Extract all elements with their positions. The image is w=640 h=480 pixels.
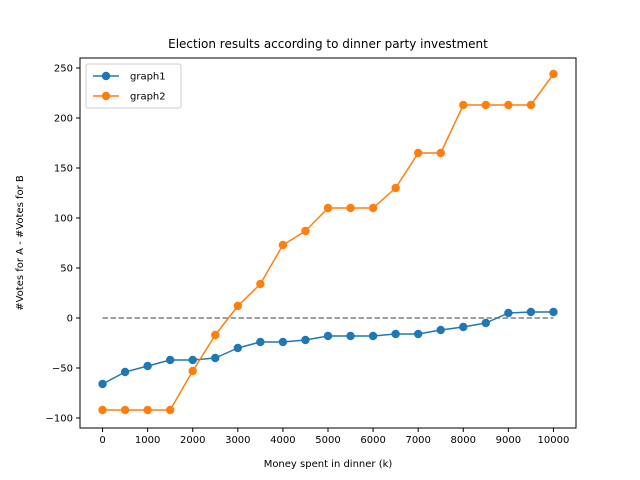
data-point-graph2 <box>368 203 378 213</box>
x-tick-label: 4000 <box>270 435 295 446</box>
data-point-graph2 <box>436 148 445 158</box>
x-tick-label: 3000 <box>225 435 250 446</box>
x-axis-label: Money spent in dinner (k) <box>264 459 393 470</box>
data-point-graph1 <box>323 331 333 341</box>
data-point-graph1 <box>165 355 175 365</box>
y-tick-label: 150 <box>54 164 73 175</box>
chart-title: Election results according to dinner par… <box>168 37 488 51</box>
x-tick-label: 6000 <box>360 435 385 446</box>
y-tick-label: −50 <box>52 364 73 375</box>
x-tick-label: 1000 <box>135 435 160 446</box>
y-tick-label: −100 <box>46 414 73 425</box>
x-tick-label: 2000 <box>180 435 205 446</box>
data-point-graph2 <box>549 69 558 79</box>
x-tick-label: 5000 <box>315 435 340 446</box>
data-point-graph2 <box>504 100 513 110</box>
y-axis-label: #Votes for A - #Votes for B <box>15 175 26 311</box>
data-point-graph2 <box>346 203 355 213</box>
data-point-graph2 <box>278 240 288 250</box>
data-point-graph2 <box>391 183 400 193</box>
data-point-graph1 <box>436 325 445 335</box>
legend-marker-graph2 <box>101 91 111 101</box>
data-point-graph1 <box>413 329 423 339</box>
y-tick-label: 200 <box>54 114 73 125</box>
data-point-graph2 <box>301 226 310 236</box>
legend-label-graph2: graph2 <box>130 92 166 103</box>
data-point-graph1 <box>391 329 400 339</box>
data-point-graph2 <box>459 100 468 110</box>
data-point-graph1 <box>301 335 310 345</box>
x-tick-label: 8000 <box>451 435 476 446</box>
x-tick-label: 7000 <box>405 435 430 446</box>
data-point-graph2 <box>98 405 107 415</box>
data-point-graph1 <box>549 307 558 317</box>
data-point-graph2 <box>526 100 536 110</box>
data-point-graph1 <box>459 322 468 332</box>
y-tick-label: 250 <box>54 64 73 75</box>
data-point-graph1 <box>368 331 378 341</box>
data-point-graph1 <box>526 307 536 317</box>
data-point-graph2 <box>120 405 130 415</box>
data-point-graph2 <box>143 405 152 415</box>
data-point-graph1 <box>143 361 152 371</box>
data-point-graph1 <box>278 337 288 347</box>
x-tick-label: 0 <box>99 435 105 446</box>
x-tick-label: 9000 <box>496 435 521 446</box>
data-point-graph2 <box>413 148 423 158</box>
data-point-graph2 <box>323 203 333 213</box>
data-point-graph1 <box>504 308 513 318</box>
data-point-graph2 <box>165 405 175 415</box>
y-tick-label: 0 <box>67 314 73 325</box>
data-point-graph1 <box>120 367 130 377</box>
legend-marker-graph1 <box>101 71 111 81</box>
y-tick-label: 50 <box>60 264 73 275</box>
data-point-graph2 <box>256 279 265 289</box>
data-point-graph1 <box>256 337 265 347</box>
x-tick-label: 10000 <box>538 435 570 446</box>
legend: graph1 graph2 <box>85 63 182 109</box>
data-point-graph1 <box>188 355 197 365</box>
data-point-graph2 <box>188 366 197 376</box>
data-point-graph1 <box>346 331 355 341</box>
legend-label-graph1: graph1 <box>130 72 166 83</box>
data-point-graph1 <box>233 343 243 353</box>
plot-frame <box>79 57 577 429</box>
data-point-graph1 <box>481 318 491 328</box>
plot-area: 0 1000 2000 3000 4000 5000 6000 7000 8000 9000 100… <box>46 64 570 447</box>
data-point-graph2 <box>233 301 243 311</box>
y-tick-label: 100 <box>54 214 73 225</box>
data-point-graph1 <box>98 379 107 389</box>
data-point-graph2 <box>211 330 220 340</box>
data-point-graph2 <box>481 100 491 110</box>
data-point-graph1 <box>211 353 220 363</box>
